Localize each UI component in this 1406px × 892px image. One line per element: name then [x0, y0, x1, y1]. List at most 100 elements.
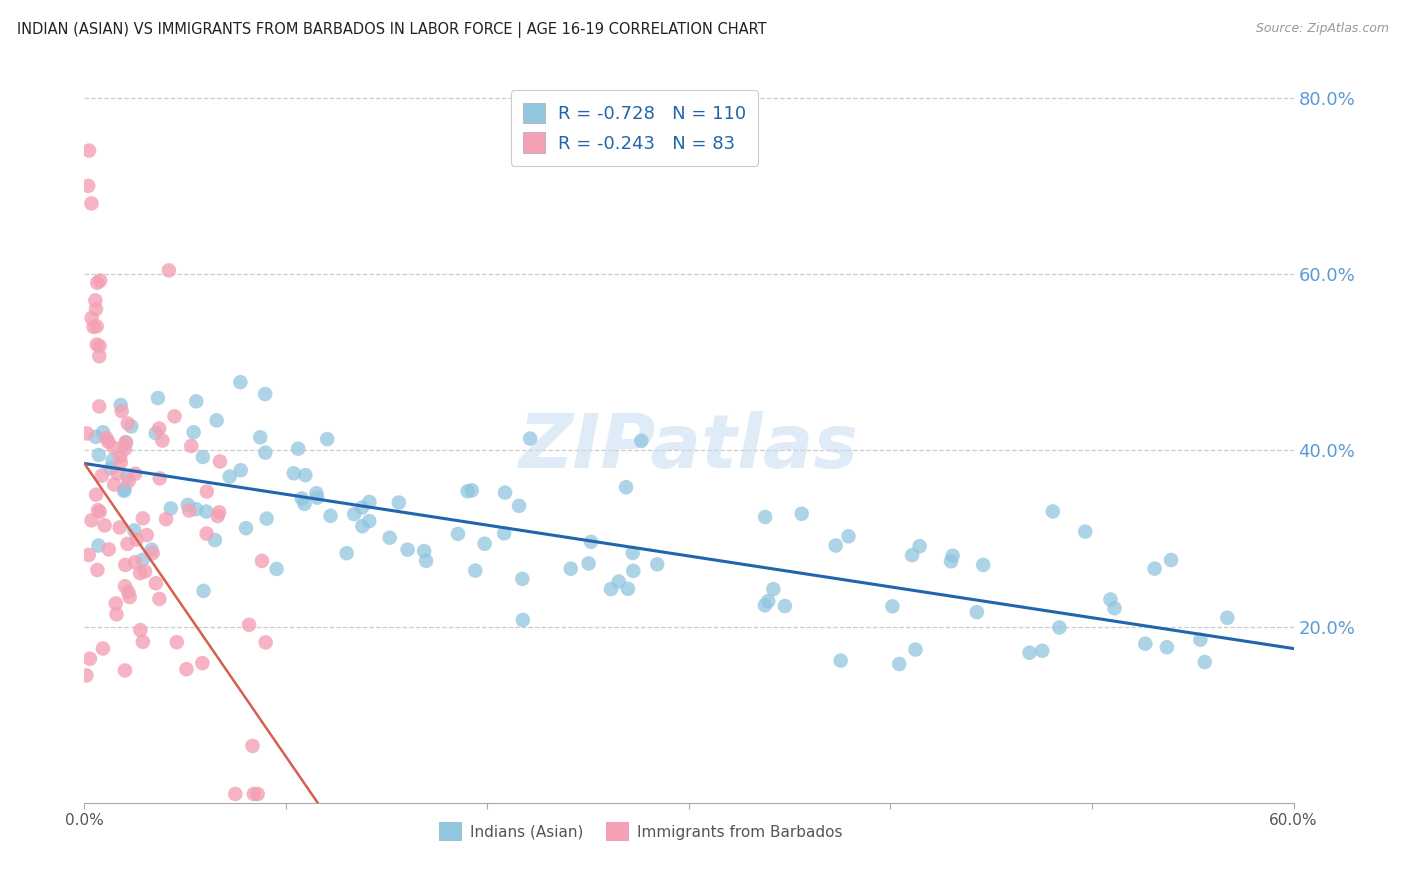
- Point: [80, 311, 103, 326]
- Point: [180, 439, 202, 453]
- Point: [91, 641, 114, 656]
- Point: [578, 557, 600, 571]
- Point: [89, 505, 111, 519]
- Point: [519, 432, 541, 446]
- Point: [773, 599, 796, 613]
- Point: [560, 562, 582, 576]
- Point: [229, 463, 252, 477]
- Point: [235, 521, 257, 535]
- Point: [114, 435, 136, 450]
- Point: [163, 409, 186, 424]
- Point: [205, 413, 228, 427]
- Point: [830, 654, 852, 668]
- Point: [159, 501, 181, 516]
- Point: [117, 537, 139, 551]
- Point: [494, 526, 516, 541]
- Point: [84, 430, 107, 444]
- Point: [617, 582, 640, 596]
- Point: [87, 503, 110, 517]
- Point: [118, 474, 141, 488]
- Point: [132, 511, 155, 525]
- Point: [177, 498, 200, 512]
- Point: [512, 613, 534, 627]
- Point: [100, 461, 122, 475]
- Point: [254, 387, 277, 401]
- Point: [124, 524, 146, 538]
- Point: [824, 539, 846, 553]
- Point: [305, 486, 328, 500]
- Point: [75, 668, 97, 682]
- Point: [942, 549, 965, 563]
- Point: [1216, 611, 1239, 625]
- Point: [184, 502, 207, 516]
- Point: [91, 425, 114, 440]
- Point: [256, 511, 278, 525]
- Point: [191, 450, 214, 464]
- Point: [112, 483, 135, 498]
- Point: [254, 635, 277, 649]
- Point: [415, 554, 437, 568]
- Point: [790, 507, 813, 521]
- Point: [148, 591, 170, 606]
- Point: [1160, 553, 1182, 567]
- Point: [152, 434, 174, 448]
- Point: [359, 495, 381, 509]
- Point: [350, 500, 373, 515]
- Point: [1031, 644, 1053, 658]
- Point: [110, 398, 132, 412]
- Point: [157, 263, 180, 277]
- Point: [141, 542, 163, 557]
- Point: [97, 542, 120, 557]
- Point: [1189, 632, 1212, 647]
- Point: [889, 657, 911, 671]
- Point: [218, 469, 240, 483]
- Point: [124, 467, 146, 481]
- Point: [84, 293, 107, 308]
- Point: [149, 471, 172, 485]
- Point: [621, 546, 644, 560]
- Point: [117, 417, 139, 431]
- Point: [908, 539, 931, 553]
- Point: [242, 739, 264, 753]
- Point: [762, 582, 785, 596]
- Point: [291, 491, 314, 506]
- Point: [966, 605, 988, 619]
- Point: [645, 558, 668, 572]
- Point: [283, 467, 305, 481]
- Point: [110, 455, 132, 469]
- Point: [103, 441, 125, 455]
- Point: [378, 531, 401, 545]
- Point: [114, 664, 136, 678]
- Point: [89, 349, 111, 363]
- Point: [87, 539, 110, 553]
- Point: [316, 432, 339, 446]
- Point: [904, 642, 927, 657]
- Point: [90, 468, 112, 483]
- Point: [229, 375, 252, 389]
- Point: [246, 787, 269, 801]
- Point: [111, 404, 134, 418]
- Point: [114, 579, 136, 593]
- Point: [103, 477, 125, 491]
- Point: [80, 513, 103, 527]
- Point: [97, 434, 120, 449]
- Point: [93, 518, 115, 533]
- Point: [238, 617, 260, 632]
- Point: [77, 548, 100, 562]
- Point: [508, 499, 530, 513]
- Point: [510, 572, 533, 586]
- Point: [307, 491, 329, 505]
- Point: [837, 529, 859, 543]
- Point: [1018, 646, 1040, 660]
- Point: [294, 497, 316, 511]
- Point: [579, 534, 602, 549]
- Point: [1135, 637, 1157, 651]
- Point: [79, 651, 101, 665]
- Point: [882, 599, 904, 614]
- Point: [115, 469, 138, 483]
- Point: [193, 583, 215, 598]
- Point: [195, 484, 218, 499]
- Point: [120, 419, 142, 434]
- Point: [614, 480, 637, 494]
- Point: [294, 468, 316, 483]
